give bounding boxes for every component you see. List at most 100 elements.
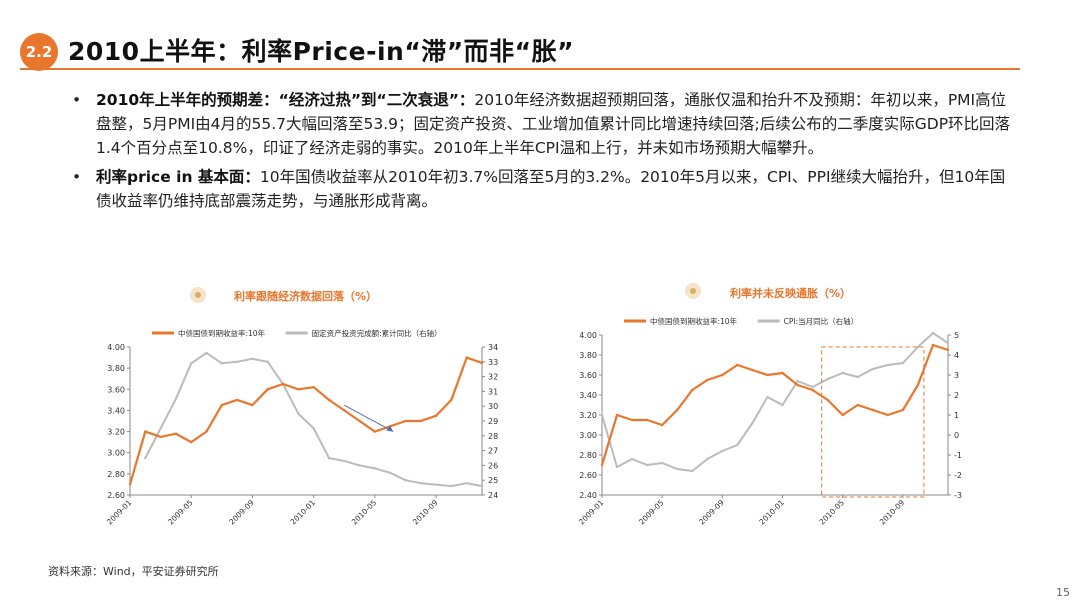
- y-tick-label-right: 5: [954, 331, 959, 340]
- data-point: [281, 382, 285, 386]
- y-tick-label-left: 4.00: [579, 331, 597, 340]
- data-point: [159, 427, 162, 430]
- data-point: [766, 373, 769, 377]
- data-point: [600, 413, 604, 417]
- data-point: [266, 360, 269, 363]
- data-point: [220, 403, 224, 407]
- series-line-yield: [600, 343, 949, 466]
- legend: 中债国债到期收益率:10年 固定资产投资完成额:累计同比（右轴）: [152, 328, 442, 338]
- y-tick-label-left: 2.60: [579, 471, 597, 480]
- series-line-secondary: [601, 332, 949, 472]
- bullet-lead: 2010年上半年的预期差：“经济过热”到“二次衰退”：: [96, 91, 475, 109]
- trend-arrow: [344, 404, 394, 433]
- y-tick-label-left: 3.00: [107, 449, 125, 458]
- legend-label: 中债国债到期收益率:10年: [178, 328, 266, 338]
- source-note: 资料来源：Wind，平安证券研究所: [48, 565, 219, 578]
- data-point: [706, 457, 709, 461]
- data-point: [220, 362, 224, 365]
- y-tick-label-left: 4.00: [107, 343, 125, 352]
- data-point: [916, 383, 920, 387]
- chart-title: 利率跟随经济数据回落（%）: [234, 290, 378, 303]
- y-tick-label-right: 1: [954, 411, 959, 420]
- y-tick-label-right: 25: [488, 476, 498, 485]
- x-tick-label: 2009-09: [697, 498, 726, 527]
- data-point: [190, 362, 193, 365]
- x-tick-label: 2010-05: [350, 498, 379, 527]
- data-point: [327, 398, 331, 402]
- data-point: [630, 457, 634, 461]
- data-point: [630, 418, 634, 422]
- data-point: [721, 449, 724, 453]
- data-point: [901, 408, 905, 412]
- data-point: [404, 419, 407, 423]
- data-point: [916, 345, 920, 349]
- y-tick-label-left: 3.80: [579, 351, 597, 360]
- data-point: [660, 423, 664, 427]
- series-line-yield: [128, 356, 483, 485]
- data-point: [205, 351, 208, 355]
- data-point: [174, 432, 178, 435]
- y-tick-label-left: 3.20: [579, 411, 597, 420]
- data-point: [811, 385, 814, 389]
- data-point: [841, 371, 844, 375]
- data-point: [946, 341, 950, 345]
- data-point: [781, 403, 784, 407]
- data-point: [676, 467, 679, 471]
- x-tick-label: 2009-01: [577, 498, 606, 527]
- y-tick-label-right: 0: [954, 431, 959, 440]
- data-point: [251, 357, 254, 361]
- y-tick-label-right: 34: [488, 343, 498, 352]
- data-point: [144, 430, 147, 433]
- data-point: [886, 363, 890, 367]
- y-tick-label-right: 31: [488, 387, 498, 396]
- chart-title: 利率并未反映通胀（%）: [730, 287, 852, 300]
- data-point: [751, 368, 754, 372]
- data-point: [450, 398, 453, 402]
- data-point: [766, 395, 769, 399]
- bullet-lead: 利率price in 基本面：: [96, 168, 260, 186]
- series-line-secondary: [144, 351, 483, 488]
- data-point: [676, 408, 679, 412]
- data-point: [856, 375, 859, 379]
- bullet-item: 利率price in 基本面：10年国债收益率从2010年初3.7%回落至5月的…: [72, 165, 1012, 213]
- arrow-head: [386, 425, 394, 432]
- data-point: [660, 461, 664, 465]
- x-tick-label: 2009-01: [105, 498, 134, 527]
- data-point: [358, 464, 361, 467]
- legend: 中债国债到期收益率:10年 CPI:当月同比（右轴）: [624, 316, 858, 326]
- page-title: 2010上半年：利率Price-in“滞”而非“胀”: [68, 37, 575, 66]
- legend-label: 固定资产投资完成额:累计同比（右轴）: [312, 328, 442, 338]
- x-tick-label: 2010-09: [878, 498, 907, 527]
- y-tick-label-right: 28: [488, 432, 498, 441]
- x-tick-label: 2010-09: [411, 498, 440, 527]
- circle-icon: [190, 287, 206, 303]
- y-tick-label-right: 3: [954, 371, 959, 380]
- bullet-text: 10年国债收益率从2010年初3.7%回落至5月的3.2%。2010年5月以来，…: [96, 168, 1006, 210]
- data-point: [886, 413, 890, 417]
- data-point: [174, 397, 178, 400]
- data-point: [796, 383, 799, 387]
- data-point: [128, 483, 132, 486]
- circle-icon: [685, 283, 701, 299]
- data-point: [190, 440, 193, 444]
- x-tick-label: 2009-09: [227, 498, 256, 527]
- data-point: [450, 484, 453, 488]
- data-point: [434, 414, 438, 417]
- legend-label: CPI:当月同比（右轴）: [784, 316, 859, 326]
- x-tick-label: 2010-01: [289, 498, 318, 527]
- bullet-list: 2010年上半年的预期差：“经济过热”到“二次衰退”：2010年经济数据超预期回…: [72, 88, 1012, 218]
- x-tick-label: 2010-05: [818, 498, 847, 527]
- data-point: [480, 361, 484, 365]
- data-point: [205, 430, 208, 433]
- bullet-item: 2010年上半年的预期差：“经济过热”到“二次衰退”：2010年经济数据超预期回…: [72, 88, 1012, 160]
- page-number: 15: [1056, 586, 1070, 599]
- data-point: [465, 481, 468, 485]
- data-point: [645, 463, 649, 467]
- data-point: [615, 465, 619, 469]
- y-tick-label-right: 24: [488, 491, 498, 500]
- data-point: [871, 367, 874, 371]
- y-tick-label-right: 27: [488, 447, 498, 456]
- data-point: [144, 456, 147, 460]
- highlight-box: [821, 346, 925, 498]
- data-point: [615, 413, 619, 417]
